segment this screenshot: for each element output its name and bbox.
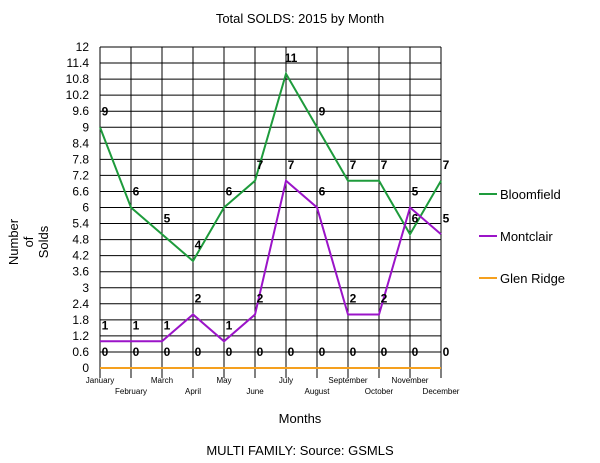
data-label: 1 xyxy=(164,318,171,332)
y-tick-label: 10.8 xyxy=(66,72,90,86)
y-tick-label: 0 xyxy=(82,361,89,375)
data-label: 4 xyxy=(195,238,202,252)
y-tick-label: 4.8 xyxy=(72,233,89,247)
x-tick-label: December xyxy=(423,387,460,396)
x-tick-label: October xyxy=(365,387,394,396)
data-label: 2 xyxy=(350,292,357,306)
legend-label: Bloomfield xyxy=(500,187,561,202)
y-axis-label-line: of xyxy=(21,236,36,247)
y-axis-ticks: 0 0.6 1.2 1.8 2.4 3 3.6 4.2 4.8 5.4 6 6.6 7.2 7.8 8.4 9… xyxy=(66,40,90,375)
y-tick-label: 2.4 xyxy=(72,297,89,311)
data-label: 7 xyxy=(288,158,295,172)
y-axis-label-line: Solds xyxy=(36,225,51,258)
x-tick-label: January xyxy=(86,376,114,385)
y-tick-label: 11.4 xyxy=(67,56,90,70)
data-label: 2 xyxy=(195,292,202,306)
y-tick-label: 1.8 xyxy=(72,313,89,327)
data-label: 1 xyxy=(133,318,140,332)
y-tick-label: 6 xyxy=(82,201,89,215)
legend: Bloomfield Montclair Glen Ridge xyxy=(479,187,565,286)
data-label: 0 xyxy=(288,345,295,359)
plot-grid xyxy=(99,46,442,378)
x-tick-label: April xyxy=(185,387,201,396)
x-tick-label: August xyxy=(305,387,331,396)
y-axis-label: NumberofSolds xyxy=(6,218,51,265)
data-label: 5 xyxy=(412,185,419,199)
x-tick-label: May xyxy=(216,376,231,385)
y-tick-label: 9.6 xyxy=(72,104,89,118)
x-tick-label: November xyxy=(392,376,429,385)
y-tick-label: 4.2 xyxy=(72,249,89,263)
data-label: 6 xyxy=(133,185,140,199)
data-label: 11 xyxy=(285,51,298,65)
x-tick-label: March xyxy=(151,376,173,385)
data-label: 0 xyxy=(257,345,264,359)
data-label: 6 xyxy=(412,211,419,225)
y-tick-label: 3 xyxy=(82,281,89,295)
y-tick-label: 7.2 xyxy=(72,168,89,182)
data-label: 0 xyxy=(412,345,419,359)
y-tick-label: 7.8 xyxy=(72,152,89,166)
x-tick-label: September xyxy=(328,376,367,385)
x-tick-label: February xyxy=(115,387,147,396)
y-tick-label: 6.6 xyxy=(72,184,89,198)
data-label: 6 xyxy=(319,185,326,199)
chart-title: Total SOLDS: 2015 by Month xyxy=(216,11,384,26)
x-tick-label: July xyxy=(279,376,293,385)
y-axis-label-line: Number xyxy=(6,218,21,265)
data-label: 5 xyxy=(164,211,171,225)
y-tick-label: 0.6 xyxy=(72,345,89,359)
data-label: 1 xyxy=(102,318,109,332)
data-label: 2 xyxy=(257,292,264,306)
y-tick-label: 3.6 xyxy=(72,265,89,279)
y-tick-label: 1.2 xyxy=(72,329,89,343)
data-label: 0 xyxy=(195,345,202,359)
data-label: 0 xyxy=(226,345,233,359)
y-tick-label: 10.2 xyxy=(66,88,90,102)
legend-label: Glen Ridge xyxy=(500,271,565,286)
data-label: 1 xyxy=(226,318,233,332)
data-label: 0 xyxy=(319,345,326,359)
data-label: 2 xyxy=(381,292,388,306)
data-label: 0 xyxy=(164,345,171,359)
legend-label: Montclair xyxy=(500,229,553,244)
data-label: 7 xyxy=(257,158,264,172)
y-tick-label: 5.4 xyxy=(72,217,89,231)
y-tick-label: 9 xyxy=(82,120,89,134)
data-label: 0 xyxy=(133,345,140,359)
data-label: 0 xyxy=(350,345,357,359)
chart-footer: MULTI FAMILY: Source: GSMLS xyxy=(206,443,394,458)
data-label: 9 xyxy=(102,104,109,118)
x-axis-label: Months xyxy=(279,411,322,426)
series-lines xyxy=(99,71,442,369)
series-line xyxy=(99,71,442,263)
data-label: 9 xyxy=(319,104,326,118)
y-tick-label: 12 xyxy=(76,40,90,54)
data-label: 7 xyxy=(443,158,450,172)
data-label: 7 xyxy=(381,158,388,172)
data-label: 0 xyxy=(443,345,450,359)
series-line xyxy=(100,178,442,343)
data-label: 0 xyxy=(381,345,388,359)
data-label: 5 xyxy=(443,211,450,225)
data-label: 7 xyxy=(350,158,357,172)
x-tick-label: June xyxy=(246,387,264,396)
y-tick-label: 8.4 xyxy=(72,136,89,150)
data-label: 6 xyxy=(226,185,233,199)
data-label: 0 xyxy=(102,345,109,359)
